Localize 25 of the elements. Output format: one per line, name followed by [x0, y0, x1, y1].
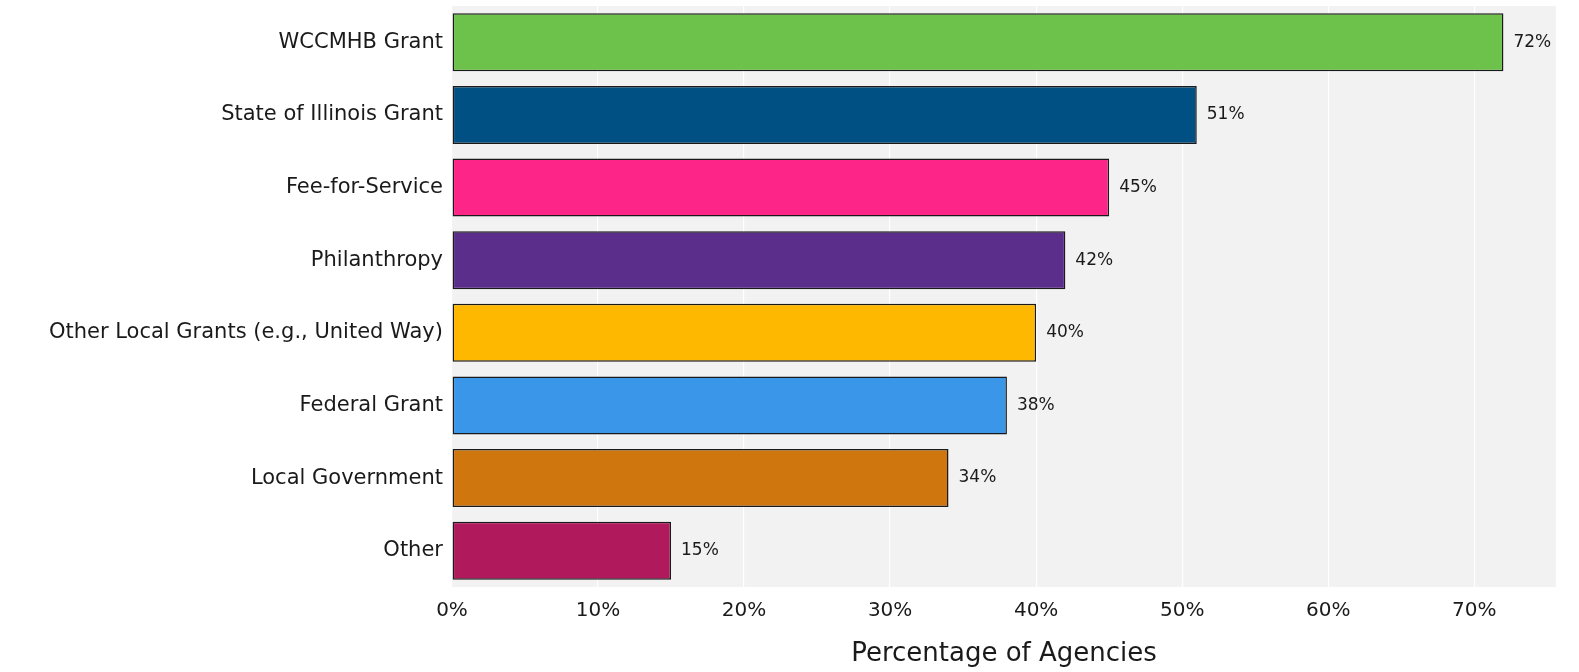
data-label: 40%: [1046, 321, 1084, 342]
x-tick-label: 50%: [1159, 597, 1205, 622]
x-axis-title: Percentage of Agencies: [851, 637, 1157, 668]
y-tick-label: Philanthropy: [310, 246, 443, 271]
y-tick-label: Local Government: [250, 464, 443, 489]
y-tick-label: Other: [383, 537, 444, 562]
data-label: 34%: [958, 466, 997, 487]
data-label: 72%: [1513, 30, 1552, 51]
x-tick-label: 30%: [867, 597, 913, 622]
y-tick-label: Fee-for-Service: [285, 174, 443, 199]
data-label: 42%: [1075, 248, 1114, 269]
x-tick-label: 20%: [721, 597, 767, 622]
y-tick-label: WCCMHB Grant: [278, 28, 443, 53]
data-label: 38%: [1016, 393, 1055, 414]
data-label: 45%: [1119, 175, 1157, 196]
x-tick-label: 70%: [1452, 597, 1497, 622]
data-label: 51%: [1206, 103, 1245, 124]
y-tick-label: Federal Grant: [299, 391, 443, 416]
x-tick-label: 0%: [436, 597, 468, 622]
data-label: 15%: [681, 539, 719, 560]
x-tick-label: 60%: [1305, 597, 1351, 622]
x-tick-label: 40%: [1013, 597, 1059, 622]
y-tick-label: Other Local Grants (e.g., United Way): [48, 319, 443, 344]
y-tick-label: State of Illinois Grant: [221, 101, 443, 126]
x-tick-label: 10%: [575, 597, 621, 622]
